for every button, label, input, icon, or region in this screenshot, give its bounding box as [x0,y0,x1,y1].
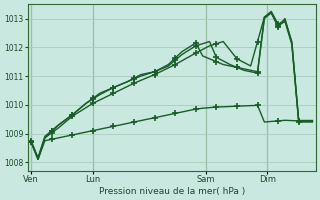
X-axis label: Pression niveau de la mer( hPa ): Pression niveau de la mer( hPa ) [99,187,245,196]
